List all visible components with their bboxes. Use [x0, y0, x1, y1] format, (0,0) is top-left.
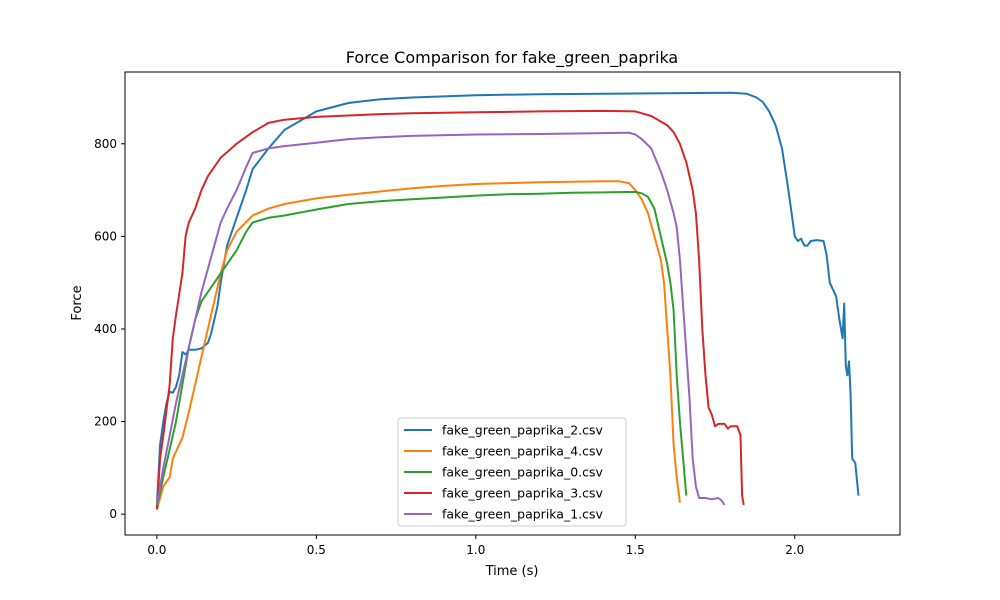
legend-entry: fake_green_paprika_2.csv — [442, 423, 604, 438]
legend-entry: fake_green_paprika_0.csv — [442, 465, 604, 480]
x-tick-label: 0.5 — [307, 543, 326, 557]
y-tick-label: 800 — [94, 137, 117, 151]
y-axis-ticks: 0 200 400 600 800 — [94, 137, 125, 521]
legend-entry: fake_green_paprika_4.csv — [442, 444, 604, 459]
y-tick-label: 400 — [94, 322, 117, 336]
legend-entry: fake_green_paprika_1.csv — [442, 507, 604, 522]
legend: fake_green_paprika_2.csv fake_green_papri… — [397, 417, 627, 527]
y-tick-label: 200 — [94, 415, 117, 429]
legend-box — [397, 417, 627, 527]
series-line-0 — [155, 91, 860, 505]
legend-entry: fake_green_paprika_3.csv — [442, 486, 604, 501]
series-line-1 — [155, 180, 681, 510]
y-tick-label: 0 — [109, 507, 117, 521]
series-lines — [155, 91, 860, 510]
x-tick-label: 1.5 — [626, 543, 645, 557]
x-tick-label: 1.0 — [466, 543, 485, 557]
plot-frame — [124, 71, 901, 536]
x-axis-ticks: 0.0 0.5 1.0 1.5 2.0 — [147, 535, 804, 557]
y-axis-label: Force — [70, 285, 85, 320]
x-tick-label: 0.0 — [147, 543, 166, 557]
chart-title: Force Comparison for fake_green_paprika — [346, 48, 678, 68]
x-axis-label: Time (s) — [485, 564, 539, 579]
y-tick-label: 600 — [94, 229, 117, 243]
series-line-3 — [155, 109, 745, 510]
x-tick-label: 2.0 — [785, 543, 804, 557]
series-line-4 — [155, 131, 726, 506]
